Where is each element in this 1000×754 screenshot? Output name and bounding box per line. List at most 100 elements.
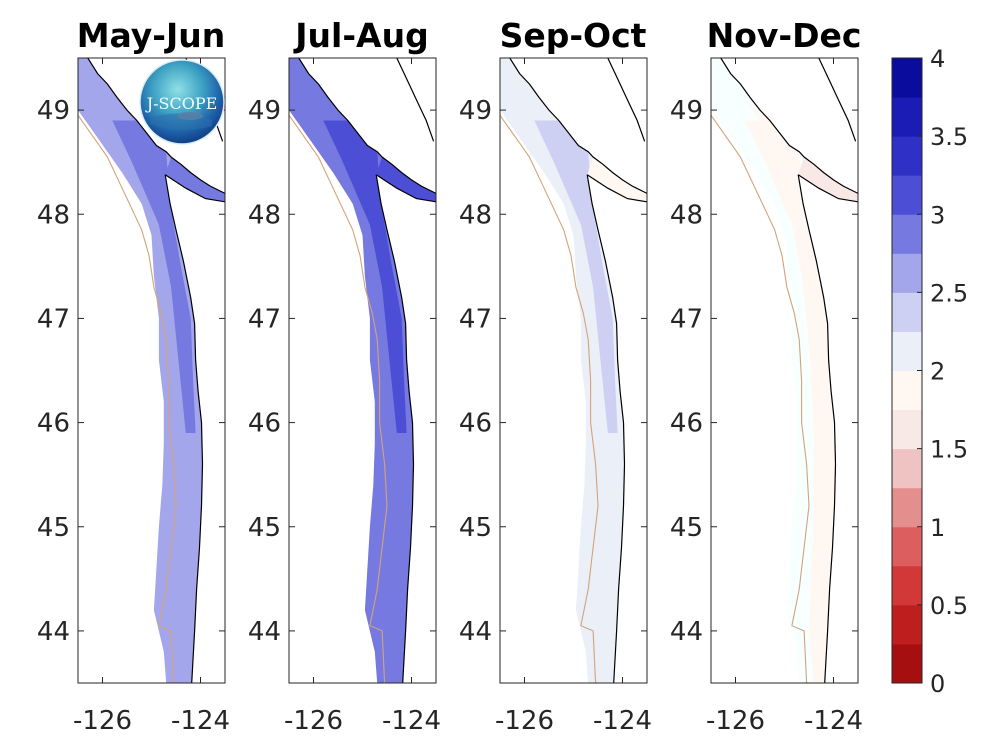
coastline xyxy=(797,174,858,203)
mid-shelf-region xyxy=(534,99,625,683)
y-tick-label: 45 xyxy=(37,513,70,543)
logo-text: J-SCOPE xyxy=(145,94,218,113)
axes-frame xyxy=(710,57,859,684)
axes-frame xyxy=(288,57,437,684)
x-tick-label: -126 xyxy=(706,706,765,736)
y-tick-label: 44 xyxy=(670,617,703,647)
axes-frame xyxy=(77,57,226,684)
colorbar-tick-label: 4 xyxy=(930,45,945,73)
mid-shelf-region xyxy=(745,99,836,683)
coastline xyxy=(164,174,225,203)
strait-region xyxy=(798,157,858,202)
y-tick-label: 45 xyxy=(670,513,703,543)
x-tick-label: -126 xyxy=(495,706,554,736)
y-tick-label: 44 xyxy=(459,617,492,647)
y-tick-label: 46 xyxy=(37,409,70,439)
colorbar-swatch xyxy=(892,175,922,215)
colorbar-swatch xyxy=(892,370,922,411)
colorbar-swatch xyxy=(892,253,922,293)
colorbar: 0 0.5 1 1.5 2 2.5 3 3.5 4 xyxy=(891,45,968,698)
coastline xyxy=(375,174,415,683)
colorbar-swatch xyxy=(892,565,922,606)
coastline xyxy=(87,58,225,194)
isobath-line xyxy=(78,114,177,683)
panel-title: Nov-Dec xyxy=(707,16,862,55)
colorbar-swatch xyxy=(892,409,922,450)
y-tick-label: 47 xyxy=(248,304,281,334)
y-tick-label: 48 xyxy=(670,200,703,230)
y-tick-label: 44 xyxy=(37,617,70,647)
fish-icon xyxy=(177,112,203,120)
coastline xyxy=(164,174,204,683)
colorbar-swatch xyxy=(892,604,922,645)
panel-sep-oct: Sep-Oct 44 45 46 47 48 49 -126 -124 xyxy=(459,16,652,736)
y-tick-label: 46 xyxy=(248,409,281,439)
coastline xyxy=(818,58,857,142)
nearshore-region xyxy=(323,120,407,433)
colorbar-tick-label: 2 xyxy=(930,358,945,386)
axes-frame xyxy=(499,57,648,684)
nearshore-region xyxy=(534,120,618,433)
strait-region xyxy=(376,157,436,202)
colorbar-swatch xyxy=(892,331,922,371)
y-tick-label: 47 xyxy=(670,304,703,334)
mid-shelf-region xyxy=(323,99,414,683)
colorbar-tick-label: 0.5 xyxy=(930,592,968,620)
isobath-line xyxy=(500,114,599,683)
colorbar-swatch xyxy=(892,136,922,176)
colorbar-swatch xyxy=(892,526,922,567)
colorbar-swatch xyxy=(892,97,922,137)
panel-title: Jul-Aug xyxy=(293,16,428,55)
coastline xyxy=(586,174,626,683)
panel-title: Sep-Oct xyxy=(500,16,647,55)
y-tick-label: 44 xyxy=(248,617,281,647)
coastline xyxy=(720,58,858,194)
colorbar-tick-label: 3.5 xyxy=(930,123,968,151)
colorbar-swatch xyxy=(892,448,922,489)
colorbar-swatch xyxy=(892,643,922,684)
y-tick-label: 49 xyxy=(248,96,281,126)
mid-shelf-region xyxy=(112,99,203,683)
x-tick-label: -124 xyxy=(593,706,652,736)
y-tick-label: 47 xyxy=(459,304,492,334)
coastline xyxy=(797,174,837,683)
coastline xyxy=(375,174,436,203)
colorbar-tick-label: 1 xyxy=(930,514,945,542)
y-tick-label: 48 xyxy=(459,200,492,230)
nearshore-region xyxy=(745,120,829,433)
coastline xyxy=(607,58,646,142)
coastline xyxy=(509,58,647,194)
y-tick-label: 49 xyxy=(37,96,70,126)
y-tick-label: 46 xyxy=(459,409,492,439)
x-tick-label: -124 xyxy=(171,706,230,736)
colorbar-swatch xyxy=(892,292,922,332)
panel-may-jun: May-Jun 44 45 46 47 48 49 -126 -124 xyxy=(37,16,230,736)
colorbar-swatch xyxy=(892,58,922,98)
colorbar-tick-label: 0 xyxy=(930,670,945,698)
coastline xyxy=(586,174,647,203)
y-tick-label: 48 xyxy=(37,200,70,230)
isobath-line xyxy=(289,114,388,683)
coastline xyxy=(298,58,436,194)
coastline xyxy=(396,58,435,142)
strait-region xyxy=(587,157,647,202)
x-tick-label: -124 xyxy=(804,706,863,736)
x-tick-label: -124 xyxy=(382,706,441,736)
y-tick-label: 48 xyxy=(248,200,281,230)
x-tick-label: -126 xyxy=(284,706,343,736)
y-tick-label: 49 xyxy=(459,96,492,126)
isobath-line xyxy=(711,114,810,683)
colorbar-tick-label: 1.5 xyxy=(930,436,968,464)
y-tick-label: 47 xyxy=(37,304,70,334)
colorbar-swatch xyxy=(892,214,922,254)
nearshore-region xyxy=(112,120,196,433)
y-tick-label: 45 xyxy=(248,513,281,543)
panel-jul-aug: Jul-Aug 44 45 46 47 48 49 -126 -124 xyxy=(248,16,441,736)
panel-title: May-Jun xyxy=(77,16,226,55)
panel-nov-dec: Nov-Dec 44 45 46 47 48 49 -126 -124 xyxy=(670,16,863,736)
y-tick-label: 45 xyxy=(459,513,492,543)
colorbar-tick-label: 2.5 xyxy=(930,279,968,307)
colorbar-tick-label: 3 xyxy=(930,201,945,229)
j-scope-logo: J-SCOPE xyxy=(139,59,225,145)
